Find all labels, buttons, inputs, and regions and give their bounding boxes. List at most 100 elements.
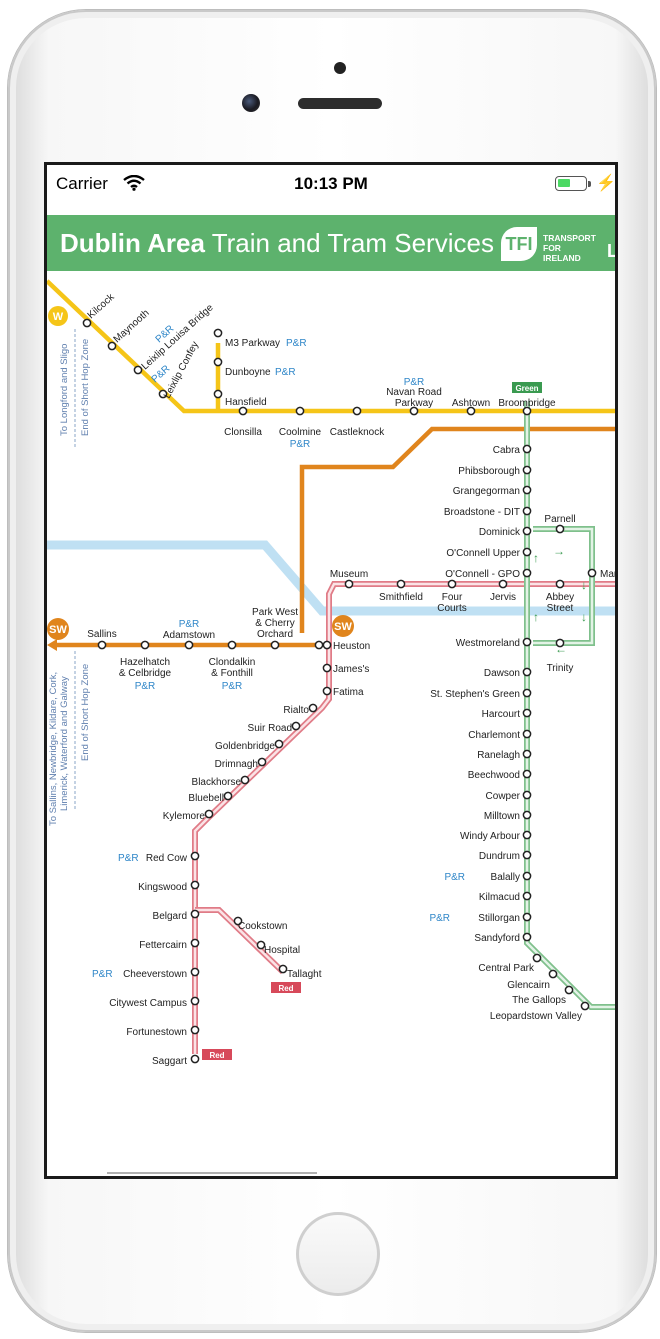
station-clonsilla[interactable]: Clonsilla	[224, 427, 262, 438]
station-cookstown[interactable]: Cookstown	[238, 921, 287, 932]
station-drimnagh[interactable]: Drimnagh	[215, 759, 258, 770]
station-stop-icon	[522, 637, 532, 647]
station-citywest-campus[interactable]: Citywest Campus	[109, 998, 187, 1009]
station-navan-road-parkway[interactable]: Parkway	[395, 398, 433, 409]
station-belgard[interactable]: Belgard	[153, 911, 187, 922]
station-blackhorse[interactable]: Blackhorse	[192, 777, 242, 788]
station-coolmine[interactable]: Coolmine	[279, 427, 322, 438]
station-hospital[interactable]: Hospital	[264, 945, 300, 956]
station-stops	[82, 318, 597, 1064]
west-zone-note: End of Short Hop Zone	[80, 339, 91, 436]
station-leopardstown-valley[interactable]: Leopardstown Valley	[490, 1011, 582, 1022]
m3-parkway-pr: P&R	[286, 338, 307, 349]
station-leixlip-louisa-bridge[interactable]: Leixlip Louisa Bridge	[140, 302, 216, 372]
station-grangegorman[interactable]: Grangegorman	[453, 486, 520, 497]
station-charlemont[interactable]: Charlemont	[468, 730, 520, 741]
station-red-cow[interactable]: Red Cow	[146, 853, 188, 864]
station-abbey-street-2[interactable]: Street	[547, 603, 574, 614]
station-beechwood[interactable]: Beechwood	[468, 770, 520, 781]
station-oconnell-upper[interactable]: O'Connell Upper	[446, 548, 520, 559]
west-badge-icon	[48, 306, 68, 326]
station-st-stephens-green[interactable]: St. Stephen's Green	[430, 689, 520, 700]
station-stop-icon	[522, 526, 532, 536]
station-rialto[interactable]: Rialto	[283, 705, 309, 716]
station-hazelhatch[interactable]: Hazelhatch	[120, 657, 170, 668]
station-saggart[interactable]: Saggart	[152, 1056, 187, 1067]
station-four-courts[interactable]: Four	[442, 592, 463, 603]
station-kingswood[interactable]: Kingswood	[138, 882, 187, 893]
station-cheeverstown[interactable]: Cheeverstown	[123, 969, 187, 980]
station-bluebell[interactable]: Bluebell	[188, 793, 224, 804]
station-broombridge[interactable]: Broombridge	[498, 398, 556, 409]
station-phibsborough[interactable]: Phibsborough	[458, 466, 520, 477]
station-stop-icon	[227, 640, 237, 650]
station-ashtown[interactable]: Ashtown	[452, 398, 490, 409]
station-westmoreland[interactable]: Westmoreland	[456, 638, 520, 649]
station-dunboyne[interactable]: Dunboyne	[225, 367, 271, 378]
station-fatima[interactable]: Fatima	[333, 687, 364, 698]
dunboyne-pr: P&R	[275, 367, 296, 378]
station-kilmacud[interactable]: Kilmacud	[479, 892, 520, 903]
station-sallins[interactable]: Sallins	[87, 629, 116, 640]
station-hazelhatch-celbridge[interactable]: & Celbridge	[119, 668, 172, 679]
station-sandyford[interactable]: Sandyford	[474, 933, 520, 944]
station-maynooth[interactable]: Maynooth	[112, 308, 152, 346]
station-milltown[interactable]: Milltown	[484, 811, 520, 822]
station-stillorgan[interactable]: Stillorgan	[478, 913, 520, 924]
rail-map[interactable]: ↑ ↑ ↓ ↓ → ← W SW SW Green Red Red To Lon…	[47, 271, 615, 1171]
arrow-up-icon: ↑	[533, 551, 539, 565]
station-navan-road[interactable]: Navan Road	[386, 387, 442, 398]
station-stop-icon	[158, 389, 168, 399]
station-cabra[interactable]: Cabra	[493, 445, 521, 456]
station-suir-road[interactable]: Suir Road	[248, 723, 292, 734]
station-glencairn[interactable]: Glencairn	[507, 980, 550, 991]
station-hansfield[interactable]: Hansfield	[225, 397, 267, 408]
southwest-badge: SW	[49, 624, 67, 636]
station-ranelagh[interactable]: Ranelagh	[477, 750, 520, 761]
station-harcourt[interactable]: Harcourt	[482, 709, 521, 720]
station-balally[interactable]: Balally	[491, 872, 520, 883]
station-broadstone-dit[interactable]: Broadstone - DIT	[444, 507, 520, 518]
station-jamess[interactable]: James's	[333, 664, 369, 675]
station-trinity[interactable]: Trinity	[547, 663, 574, 674]
station-stop-icon	[238, 406, 248, 416]
southwest-destination-note-1: To Sallins, Newbridge, Kildare, Cork,	[48, 672, 59, 826]
station-goldenbridge[interactable]: Goldenbridge	[215, 741, 275, 752]
station-dundrum[interactable]: Dundrum	[479, 851, 520, 862]
station-park-west[interactable]: Park West	[252, 607, 298, 618]
station-windy-arbour[interactable]: Windy Arbour	[460, 831, 521, 842]
station-kylemore[interactable]: Kylemore	[163, 811, 206, 822]
station-jervis[interactable]: Jervis	[490, 592, 516, 603]
station-kilcock[interactable]: Kilcock	[86, 291, 118, 321]
station-smithfield[interactable]: Smithfield	[379, 592, 423, 603]
station-park-west-orchard[interactable]: Orchard	[257, 629, 293, 640]
station-abbey-street[interactable]: Abbey	[546, 592, 574, 603]
station-fortunestown[interactable]: Fortunestown	[126, 1027, 187, 1038]
station-cowper[interactable]: Cowper	[486, 791, 521, 802]
station-parnell[interactable]: Parnell	[544, 514, 575, 525]
station-castleknock[interactable]: Castleknock	[330, 427, 385, 438]
station-four-courts-2[interactable]: Courts	[437, 603, 466, 614]
station-adamstown[interactable]: Adamstown	[163, 630, 215, 641]
station-fettercairn[interactable]: Fettercairn	[139, 940, 187, 951]
station-the-gallops[interactable]: The Gallops	[512, 995, 566, 1006]
station-clondalkin[interactable]: Clondalkin	[209, 657, 256, 668]
station-central-park[interactable]: Central Park	[478, 963, 535, 974]
proximity-sensor	[334, 62, 346, 74]
station-m3-parkway[interactable]: M3 Parkway	[225, 338, 280, 349]
station-clondalkin-fonthill[interactable]: & Fonthill	[211, 668, 253, 679]
home-button[interactable]	[296, 1212, 380, 1296]
station-stop-icon	[140, 640, 150, 650]
station-dominick[interactable]: Dominick	[479, 527, 521, 538]
station-museum[interactable]: Museum	[330, 569, 368, 580]
heuston-badge: SW	[334, 621, 352, 633]
station-marlborough[interactable]: Mar	[600, 569, 615, 580]
station-dawson[interactable]: Dawson	[484, 668, 520, 679]
station-tallaght[interactable]: Tallaght	[287, 969, 322, 980]
orange-arrow-icon	[47, 639, 57, 651]
station-park-west-cherry[interactable]: & Cherry	[255, 618, 294, 629]
station-oconnell-gpo[interactable]: O'Connell - GPO	[445, 569, 520, 580]
station-stop-icon	[352, 406, 362, 416]
station-stop-icon	[190, 967, 200, 977]
station-heuston[interactable]: Heuston	[333, 641, 370, 652]
